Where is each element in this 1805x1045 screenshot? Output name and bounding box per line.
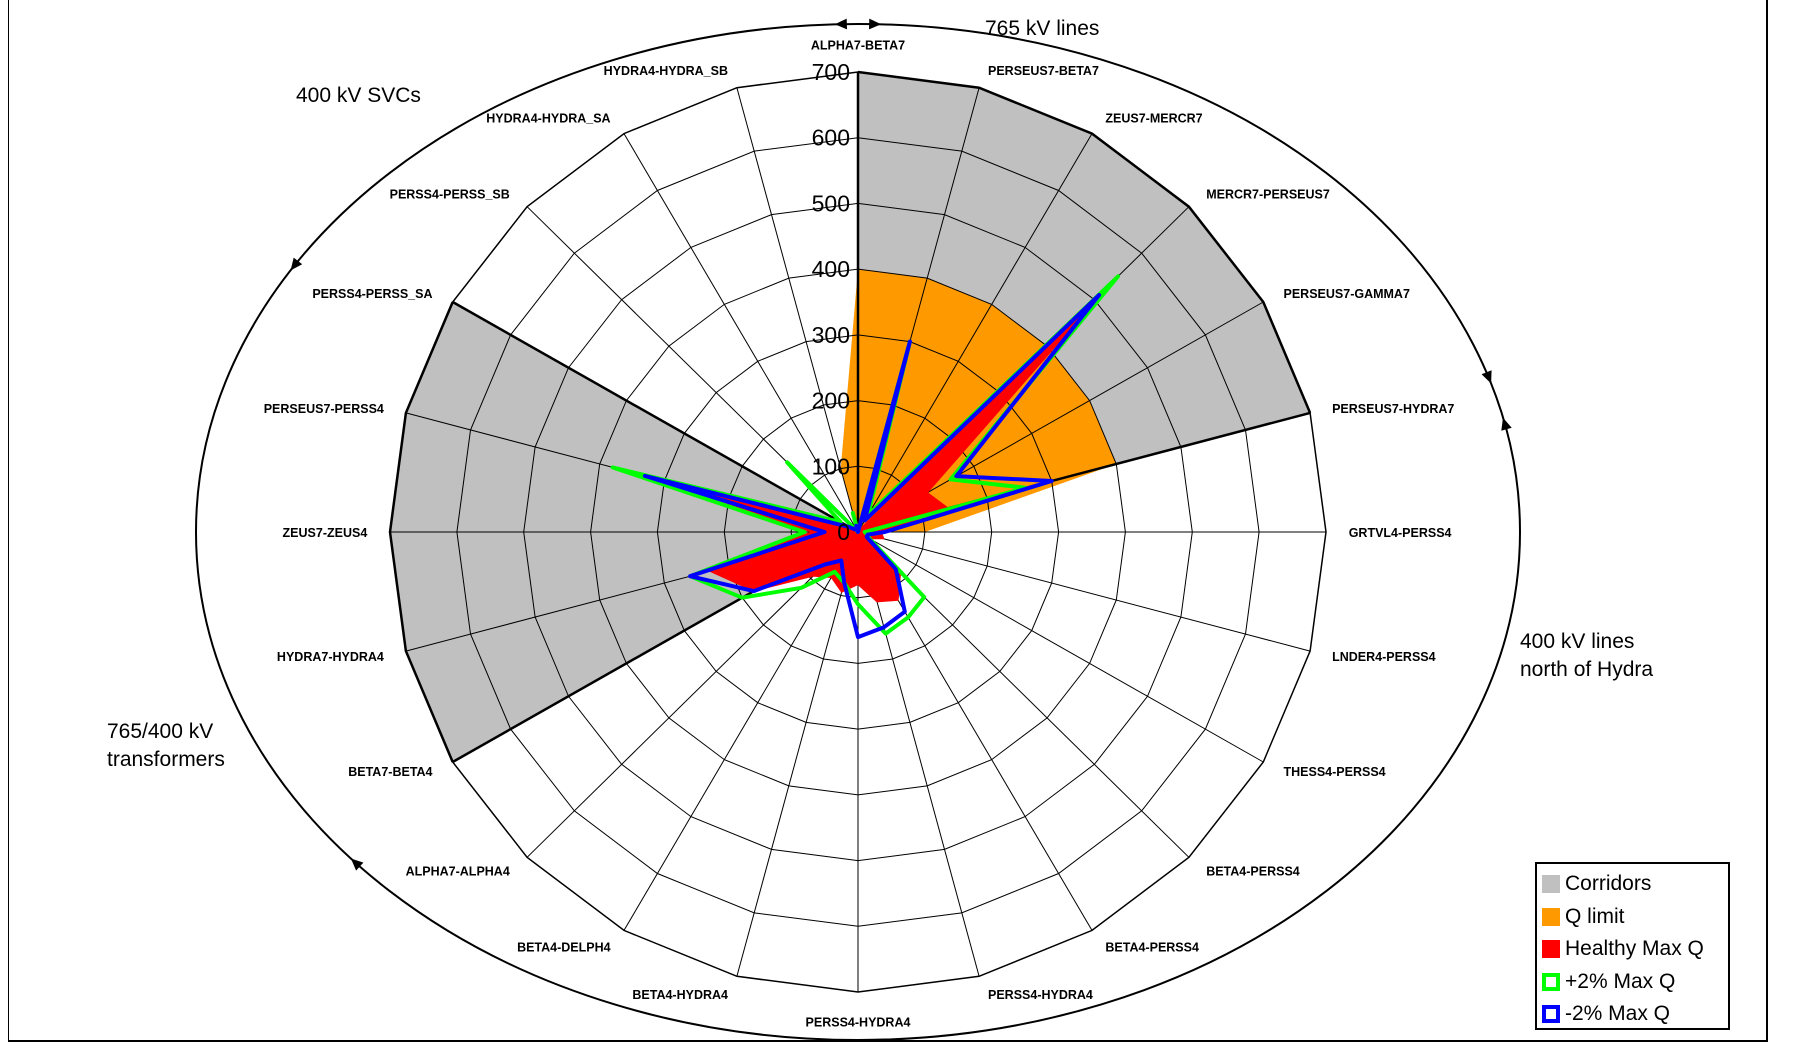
legend-label: -2% Max Q bbox=[1565, 1002, 1671, 1026]
legend-item: Healthy Max Q bbox=[1542, 933, 1728, 966]
legend-swatch bbox=[1542, 940, 1560, 959]
corridor-outer-edge bbox=[857, 70, 1312, 414]
series-layer bbox=[610, 274, 1120, 640]
spoke-label: ZEUS7-ZEUS4 bbox=[283, 526, 368, 540]
q-limit-fill bbox=[840, 269, 1117, 532]
spoke-label: THESS4-PERSS4 bbox=[1284, 765, 1386, 779]
ellipse-arrowhead bbox=[834, 18, 847, 30]
spoke-label: HYDRA4-HYDRA_SA bbox=[486, 112, 610, 126]
tick-label: 500 bbox=[812, 190, 850, 216]
spoke-label: GRTVL4-PERSS4 bbox=[1349, 526, 1452, 540]
ellipse-arrowhead bbox=[350, 858, 364, 871]
legend-item: -2% Max Q bbox=[1542, 998, 1728, 1031]
grid-spoke bbox=[736, 531, 859, 977]
spoke-label: LNDER4-PERSS4 bbox=[1332, 650, 1436, 664]
tick-label: 700 bbox=[812, 59, 850, 85]
q-limit-area bbox=[840, 269, 1117, 532]
grid-spoke bbox=[857, 531, 980, 977]
grid-spoke bbox=[736, 87, 859, 533]
spoke-label: PERSS4-PERSS_SA bbox=[312, 287, 432, 301]
spoke-label: BETA4-DELPH4 bbox=[517, 940, 611, 954]
ellipse-arrowhead bbox=[869, 18, 882, 30]
grid-spoke bbox=[623, 133, 859, 533]
legend-label: Healthy Max Q bbox=[1565, 937, 1704, 961]
tick-label: 400 bbox=[812, 256, 850, 282]
group-label: 400 kV SVCs bbox=[296, 84, 421, 107]
group-label-line: 400 kV SVCs bbox=[296, 84, 421, 107]
series-2-max-q bbox=[610, 274, 1120, 636]
group-label-line: 765/400 kV bbox=[107, 720, 213, 743]
ellipse-arrowhead bbox=[1481, 370, 1492, 384]
ellipse-arrowhead bbox=[1501, 417, 1512, 431]
legend-item: Q limit bbox=[1542, 901, 1728, 934]
spoke-label: PERSS4-PERSS_SB bbox=[390, 188, 510, 202]
spoke-label: BETA4-PERSS4 bbox=[1105, 940, 1199, 954]
legend-swatch bbox=[1542, 875, 1560, 894]
group-label-line: north of Hydra bbox=[1520, 658, 1653, 681]
legend-item: +2% Max Q bbox=[1542, 966, 1728, 999]
spoke-label: HYDRA4-HYDRA_SB bbox=[604, 64, 728, 78]
spoke-label: MERCR7-PERSEUS7 bbox=[1206, 188, 1330, 202]
tick-label: 0 bbox=[837, 519, 850, 545]
spoke-label: BETA4-PERSS4 bbox=[1206, 864, 1300, 878]
series-2-max-q bbox=[642, 293, 1102, 640]
legend-swatch bbox=[1542, 907, 1560, 926]
spoke-label: ALPHA7-ALPHA4 bbox=[406, 864, 510, 878]
spoke-label: PERSS4-HYDRA4 bbox=[806, 1015, 911, 1029]
group-label-line: transformers bbox=[107, 748, 225, 771]
legend-item: Corridors bbox=[1542, 868, 1728, 901]
legend: Corridors Q limit Healthy Max Q +2% Max Q -2… bbox=[1535, 862, 1730, 1030]
spoke-label: BETA4-HYDRA4 bbox=[632, 988, 728, 1002]
grid-spoke bbox=[857, 531, 1264, 763]
grid-spoke bbox=[623, 531, 859, 931]
radial-tick-labels: 0 100 200 300 400 500 600 700 bbox=[812, 59, 850, 545]
spoke-label: PERSEUS7-BETA7 bbox=[988, 64, 1099, 78]
corridor-outer-edge bbox=[388, 301, 454, 763]
spoke-label: ALPHA7-BETA7 bbox=[811, 39, 905, 53]
group-labels: 765 kV lines 400 kV lines north of Hydra 76… bbox=[107, 17, 1653, 771]
group-label-line: 400 kV lines bbox=[1520, 630, 1634, 653]
group-label: 765 kV lines bbox=[985, 17, 1099, 40]
grid-spoke bbox=[857, 531, 1311, 652]
group-label: 400 kV lines north of Hydra bbox=[1520, 630, 1653, 681]
tick-label: 600 bbox=[812, 125, 850, 151]
tick-label: 200 bbox=[812, 388, 850, 414]
outer-ellipse-line bbox=[195, 23, 1521, 1041]
tick-label: 100 bbox=[812, 453, 850, 479]
group-label: 765/400 kV transformers bbox=[107, 720, 225, 771]
spoke-label: ZEUS7-MERCR7 bbox=[1105, 112, 1202, 126]
legend-swatch bbox=[1542, 972, 1560, 991]
legend-swatch bbox=[1542, 1005, 1560, 1024]
legend-label: Q limit bbox=[1565, 904, 1625, 928]
spoke-label: BETA7-BETA4 bbox=[348, 765, 432, 779]
legend-label: +2% Max Q bbox=[1565, 969, 1676, 993]
outer-ellipse bbox=[195, 18, 1521, 1041]
spoke-label: PERSEUS7-GAMMA7 bbox=[1284, 287, 1410, 301]
ellipse-arrowhead bbox=[290, 257, 303, 271]
group-label-line: 765 kV lines bbox=[985, 17, 1099, 40]
spoke-label: PERSS4-HYDRA4 bbox=[988, 988, 1093, 1002]
legend-label: Corridors bbox=[1565, 872, 1652, 896]
chart-frame bbox=[8, 0, 1768, 1042]
tick-label: 300 bbox=[812, 322, 850, 348]
spoke-label: HYDRA7-HYDRA4 bbox=[277, 650, 384, 664]
spoke-label: PERSEUS7-PERSS4 bbox=[264, 402, 384, 416]
spoke-labels: ALPHA7-BETA7 PERSEUS7-BETA7 ZEUS7-MERCR7 ME… bbox=[264, 39, 1455, 1030]
grid-spoke bbox=[857, 133, 1093, 533]
corridor-edge bbox=[452, 300, 859, 534]
spoke-label: PERSEUS7-HYDRA7 bbox=[1332, 402, 1454, 416]
